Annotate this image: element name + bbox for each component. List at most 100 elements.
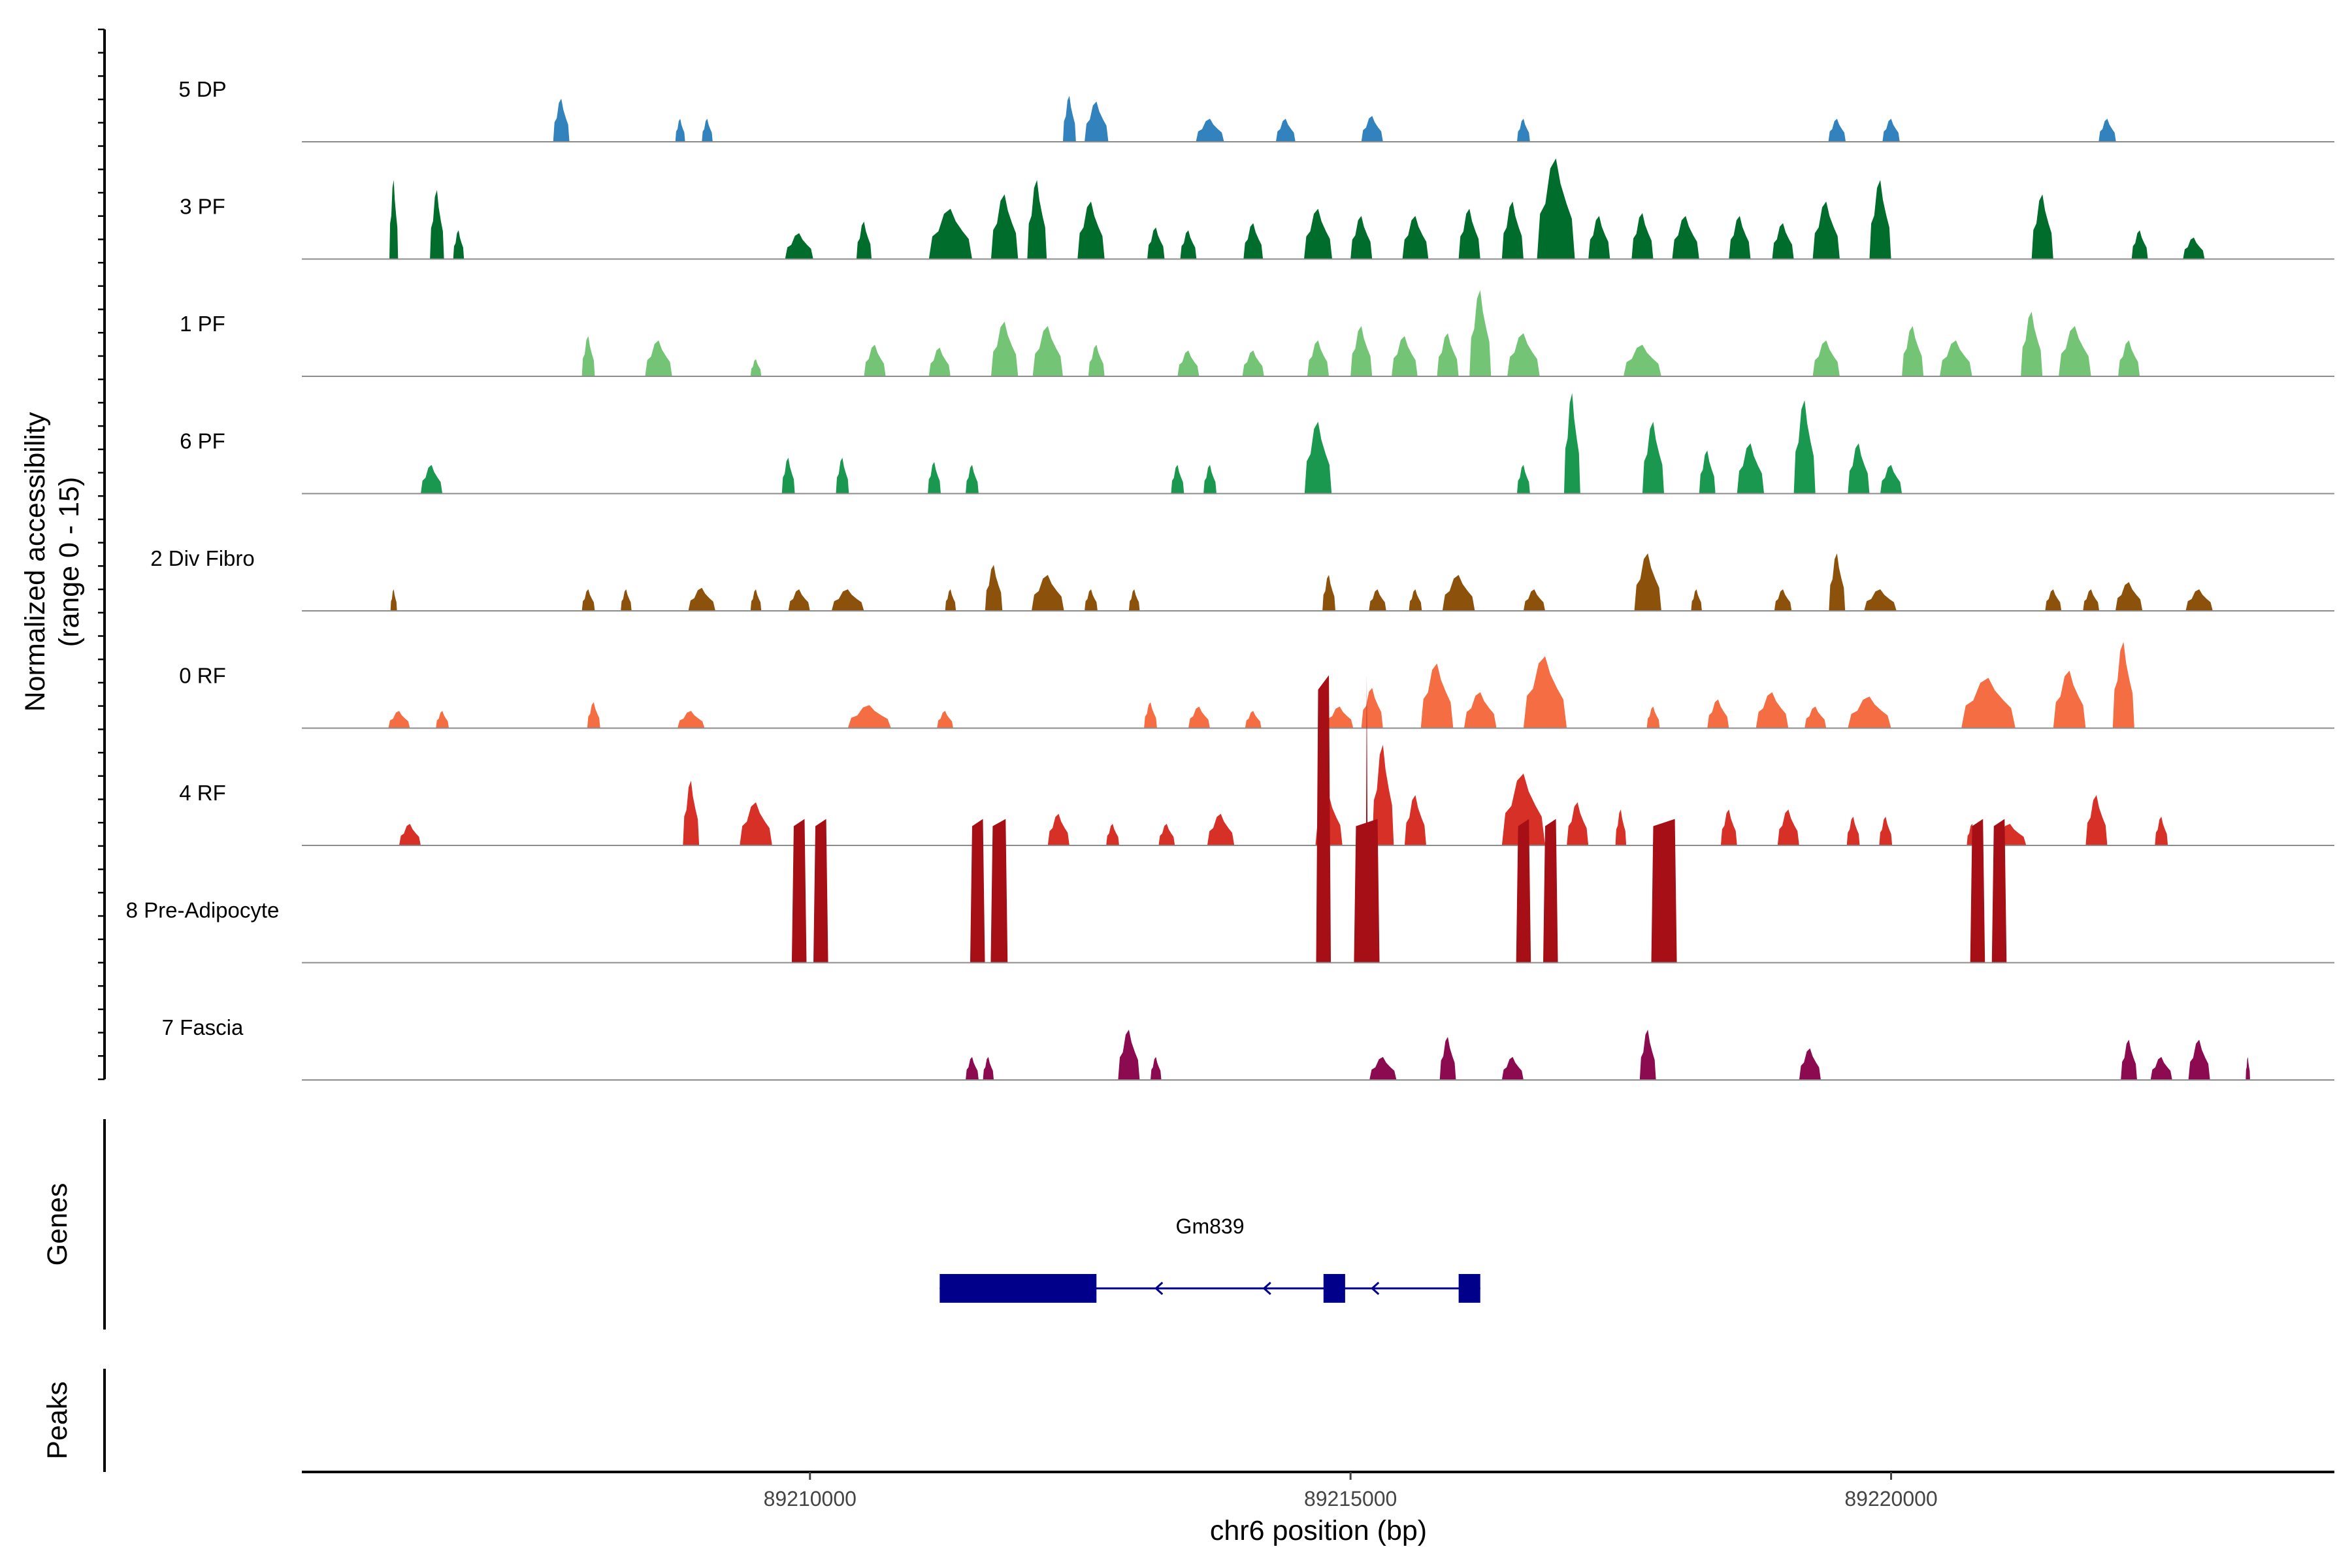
coverage-peak — [2045, 589, 2062, 611]
genes-panel: Gm839 — [939, 1215, 1480, 1303]
coverage-peak — [856, 221, 872, 259]
y-axis-title-line2: (range 0 - 15) — [54, 477, 85, 647]
coverage-peak — [675, 118, 685, 142]
coverage-peak — [1828, 118, 1846, 142]
coverage-peak — [1085, 589, 1098, 611]
coverage-peak — [1158, 824, 1175, 845]
coverage-peak — [2185, 589, 2213, 611]
coverage-peak — [581, 336, 595, 376]
coverage-peak — [683, 781, 700, 845]
track-label: 6 PF — [180, 429, 225, 453]
coverage-peak — [645, 340, 672, 376]
coverage-peak — [1615, 809, 1627, 845]
coverage-peak — [389, 180, 399, 259]
coverage-peak — [453, 230, 465, 259]
coverage-peak — [1882, 118, 1900, 142]
track-label: 1 PF — [180, 312, 225, 336]
coverage-peak — [781, 457, 795, 494]
coverage-peak — [1879, 817, 1893, 845]
coverage-peak — [937, 711, 954, 728]
coverage-peak — [1880, 465, 1903, 494]
coverage-peak — [1902, 326, 1924, 376]
coverage-peak — [2246, 1056, 2250, 1080]
x-axis: chr6 position (bp) 89210000 89215000 89220… — [302, 1471, 2334, 1546]
coverage-peak — [1642, 421, 1665, 494]
side-panel-title-group: Genes — [42, 1183, 73, 1266]
coverage-peak — [2085, 795, 2108, 845]
coverage-peak — [390, 589, 397, 611]
coverage-peak — [2131, 230, 2148, 259]
coverage-peak — [2155, 817, 2168, 845]
coverage-peak — [1869, 180, 1891, 259]
coverage-peak — [1437, 333, 1459, 376]
track-7-fascia: 7 Fascia — [162, 1015, 2334, 1081]
coverage-peak — [1322, 575, 1335, 611]
track-1-pf: 1 PF — [180, 290, 2334, 377]
coverage-peak — [399, 824, 421, 845]
coverage-peak — [587, 702, 600, 728]
coverage-peak — [970, 819, 985, 963]
track-label: 3 PF — [180, 195, 225, 219]
coverage-peak — [785, 233, 813, 259]
coverage-peak — [1970, 819, 1985, 963]
coverage-peak — [740, 802, 772, 845]
coverage-peak — [1848, 443, 1870, 494]
coverage-peak — [750, 589, 762, 611]
coverage-peak — [702, 118, 713, 142]
track-3-pf: 3 PF — [180, 158, 2334, 260]
coverage-peak — [1588, 216, 1610, 259]
track-8-pre-adipocyte: 8 Pre-Adipocyte — [126, 675, 2334, 964]
coverage-peak — [1507, 333, 1540, 376]
coverage-peak — [1077, 201, 1105, 259]
coverage-peak — [1404, 795, 1426, 845]
track-label: 7 Fascia — [162, 1015, 244, 1039]
coverage-peak — [1543, 819, 1558, 963]
coverage-peak — [1469, 290, 1492, 376]
gene-exon — [939, 1274, 1097, 1303]
coverage-peak — [1242, 350, 1264, 376]
track-4-rf: 4 RF — [179, 745, 2334, 846]
coverage-peak — [1031, 575, 1064, 611]
y-axis-title-line1: Normalized accessibility — [20, 412, 51, 711]
coverage-peak — [1501, 774, 1546, 845]
coverage-peak — [1243, 223, 1264, 259]
coverage-peak — [1128, 589, 1140, 611]
coverage-peak — [1523, 656, 1567, 728]
coverage-peak — [1085, 101, 1109, 142]
coverage-peak — [1442, 575, 1475, 611]
coverage-peak — [788, 589, 810, 611]
coverage-peak — [553, 99, 570, 142]
coverage-peak — [1392, 336, 1418, 376]
coverage-peak — [1088, 344, 1105, 376]
coverage-peak — [621, 589, 632, 611]
coverage-peak — [1151, 1056, 1162, 1080]
track-0-rf: 0 RF — [179, 642, 2334, 729]
coverage-peak — [990, 194, 1019, 259]
coverage-peak — [1805, 706, 1827, 728]
coverage-peak — [1177, 350, 1200, 376]
track-label: 5 DP — [178, 77, 226, 101]
side-panel-title-genes: Genes — [42, 1183, 73, 1266]
coverage-peak — [1567, 802, 1589, 845]
coverage-peak — [1147, 227, 1165, 259]
coverage-peak — [2021, 312, 2043, 376]
coverage-peak — [436, 711, 449, 728]
coverage-peak — [1799, 1048, 1821, 1080]
coverage-peak — [1062, 95, 1076, 142]
coverage-peak — [2150, 1056, 2172, 1080]
side-panel-title-group: Peaks — [42, 1381, 73, 1460]
coverage-peak — [421, 465, 443, 494]
coverage-peak — [1458, 208, 1480, 259]
coverage-spike — [1365, 675, 1368, 963]
coverage-peak — [1501, 1056, 1524, 1080]
coverage-peak — [2115, 582, 2143, 611]
coverage-peak — [831, 589, 864, 611]
coverage-peak — [1563, 393, 1580, 494]
coverage-peak — [1171, 465, 1184, 494]
coverage-peak — [1720, 809, 1737, 845]
coverage-peak — [1047, 813, 1070, 845]
coverage-peak — [2121, 1039, 2138, 1080]
coverage-peak — [966, 1056, 979, 1080]
coverage-peak — [1729, 216, 1751, 259]
